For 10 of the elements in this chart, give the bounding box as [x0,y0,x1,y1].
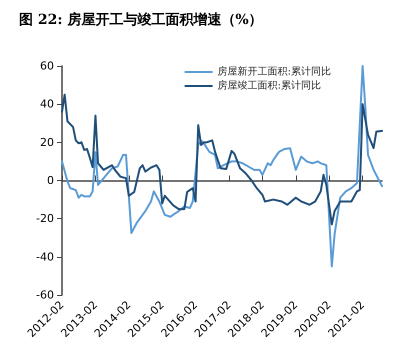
y-tick-label: -40 [36,250,54,264]
legend-label: 房屋竣工面积:累计同比 [218,80,322,92]
y-tick-label: -20 [36,212,54,226]
y-tick-label: 20 [40,136,54,149]
y-tick-label: 60 [40,60,54,72]
legend-label: 房屋新开工面积:累计同比 [218,66,332,78]
y-tick-label: 40 [40,98,54,111]
chart-title: 图 22: 房屋开工与竣工面积增速（%） [19,11,263,28]
y-tick-label: 0 [47,174,54,187]
y-tick-label: -60 [36,288,54,302]
